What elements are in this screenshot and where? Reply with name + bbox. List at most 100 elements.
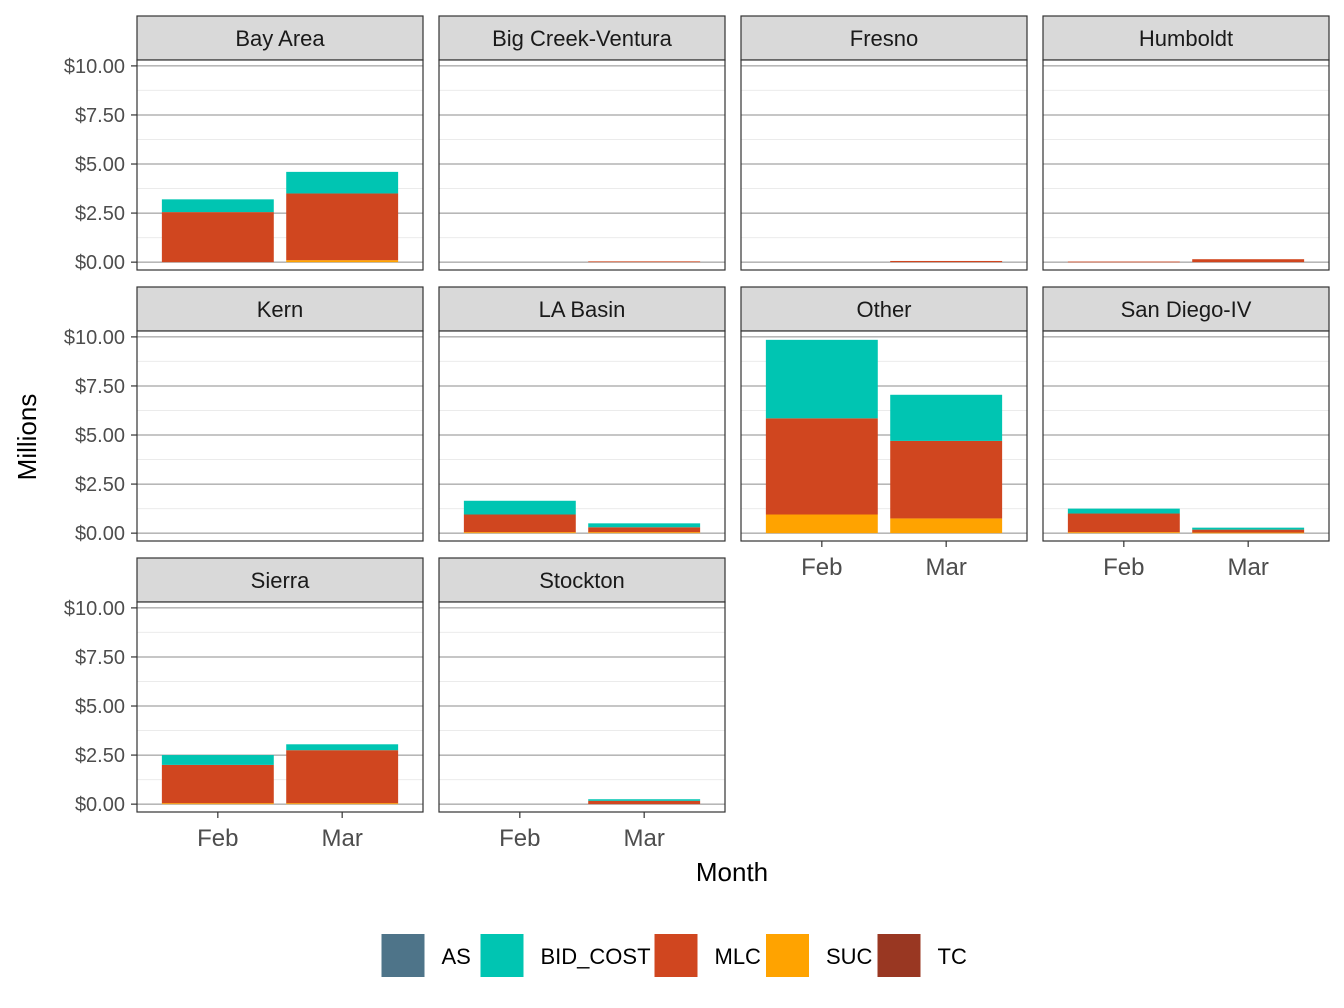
bar-segment-suc [286, 260, 399, 263]
x-tick-label: Mar [624, 825, 665, 852]
bar-segment-bid-cost [286, 171, 399, 194]
y-tick-label: $10.00 [64, 56, 125, 78]
x-tick-label: Mar [926, 554, 967, 581]
bar-segment-bid-cost [286, 744, 399, 751]
panel-border [438, 330, 726, 542]
legend-key-mlc [654, 934, 698, 977]
y-tick-label: $7.50 [75, 376, 125, 398]
plot-background [439, 602, 725, 812]
bar-segment-bid-cost [161, 755, 274, 765]
panel-border [136, 601, 424, 813]
x-tick-label: Mar [322, 825, 363, 852]
facet-strip [438, 557, 726, 603]
legend-label: TC [938, 944, 967, 969]
y-tick-label: $5.00 [75, 154, 125, 176]
plot-background [741, 60, 1027, 270]
bar-segment-mlc [1192, 259, 1305, 263]
bar-segment-suc [286, 803, 399, 805]
facet-strip-label: LA Basin [539, 297, 626, 322]
x-tick-label: Feb [499, 825, 540, 852]
facet-strip [740, 286, 1028, 332]
facet-strip [438, 286, 726, 332]
bar-segment-bid-cost [588, 523, 701, 528]
facet-panel: Big Creek-Ventura [438, 15, 726, 271]
facet-strip [136, 557, 424, 603]
bar-segment-suc [1067, 532, 1180, 534]
bar-segment-mlc [1067, 513, 1180, 533]
x-tick-label: Mar [1228, 554, 1269, 581]
legend-label: MLC [715, 944, 762, 969]
facet-panel: Stockton Feb Mar [438, 557, 726, 852]
facet-strip-label: Stockton [539, 568, 625, 593]
y-tick-label: $2.50 [75, 203, 125, 225]
legend-key-tc [877, 934, 921, 977]
legend-label: BID_COST [541, 944, 651, 969]
facet-strip-label: Bay Area [235, 26, 325, 51]
facet-panel: Fresno [740, 15, 1028, 271]
x-tick-label: Feb [801, 554, 842, 581]
bar-segment-bid-cost [765, 339, 878, 419]
bar-segment-bid-cost [588, 799, 701, 801]
y-tick-label: $10.00 [64, 598, 125, 620]
panel-border [1042, 59, 1330, 271]
legend: AS BID_COST MLC SUC TC [381, 934, 967, 977]
facet-panel: Bay Area $0.00 $2.50 $5.00 $7.50 $10.00 [64, 15, 424, 274]
y-tick-label: $0.00 [75, 523, 125, 545]
y-axis-title: Millions [12, 394, 42, 481]
y-tick-label: $10.00 [64, 327, 125, 349]
facet-strip-label: San Diego-IV [1121, 297, 1252, 322]
bar-segment-bid-cost [1067, 508, 1180, 514]
bar-segment-mlc [890, 440, 1003, 519]
panel-border [1042, 330, 1330, 542]
bar-segment-bid-cost [1192, 527, 1305, 530]
legend-key-suc [766, 934, 809, 977]
legend-label: SUC [826, 944, 873, 969]
y-tick-label: $7.50 [75, 105, 125, 127]
y-tick-label: $2.50 [75, 474, 125, 496]
panel-border [438, 601, 726, 813]
bar-segment-mlc [588, 800, 701, 805]
facet-strip-label: Kern [257, 297, 303, 322]
plot-background [137, 331, 423, 541]
y-tick-label: $5.00 [75, 425, 125, 447]
facet-panel: Humboldt [1042, 15, 1330, 271]
bar-segment-bid-cost [463, 500, 576, 515]
y-tick-label: $0.00 [75, 794, 125, 816]
facet-strip-label: Humboldt [1139, 26, 1233, 51]
panel-border [136, 330, 424, 542]
facet-strip [136, 15, 424, 61]
facet-strip [136, 286, 424, 332]
bar-segment-mlc [890, 260, 1003, 263]
legend-key-bid-cost [480, 934, 524, 977]
x-axis-title: Month [696, 857, 768, 887]
bar-segment-suc [765, 514, 878, 534]
bar-segment-suc [1192, 532, 1305, 534]
facet-panel: Kern $0.00 $2.50 $5.00 $7.50 $10.00 [64, 286, 424, 545]
bar-segment-suc [588, 532, 701, 534]
facet-panel: San Diego-IV Feb Mar [1042, 286, 1330, 581]
bar-segment-mlc [161, 764, 274, 804]
bar-segment-suc [890, 518, 1003, 534]
x-tick-label: Feb [1103, 554, 1144, 581]
facet-strip-label: Sierra [251, 568, 310, 593]
bar-segment-suc [161, 803, 274, 805]
bar-segment-mlc [1067, 261, 1180, 263]
bar-segment-mlc [286, 193, 399, 261]
bar-segment-bid-cost [161, 199, 274, 213]
facet-panel: LA Basin [438, 286, 726, 542]
plot-background [439, 60, 725, 270]
facet-strip-label: Fresno [850, 26, 918, 51]
facet-strip [1042, 286, 1330, 332]
facet-panels: Bay Area $0.00 $2.50 $5.00 $7.50 $10.00 Big Cr… [64, 15, 1330, 852]
plot-background [1043, 60, 1329, 270]
bar-segment-mlc [765, 418, 878, 515]
bar-segment-mlc [1192, 529, 1305, 533]
bar-segment-mlc [161, 212, 274, 263]
facet-panel: Other Feb Mar [740, 286, 1028, 581]
panel-border [438, 59, 726, 271]
bar-segment-mlc [286, 750, 399, 804]
bar-segment-mlc [588, 261, 701, 263]
facet-strip [740, 15, 1028, 61]
legend-label: AS [442, 944, 471, 969]
